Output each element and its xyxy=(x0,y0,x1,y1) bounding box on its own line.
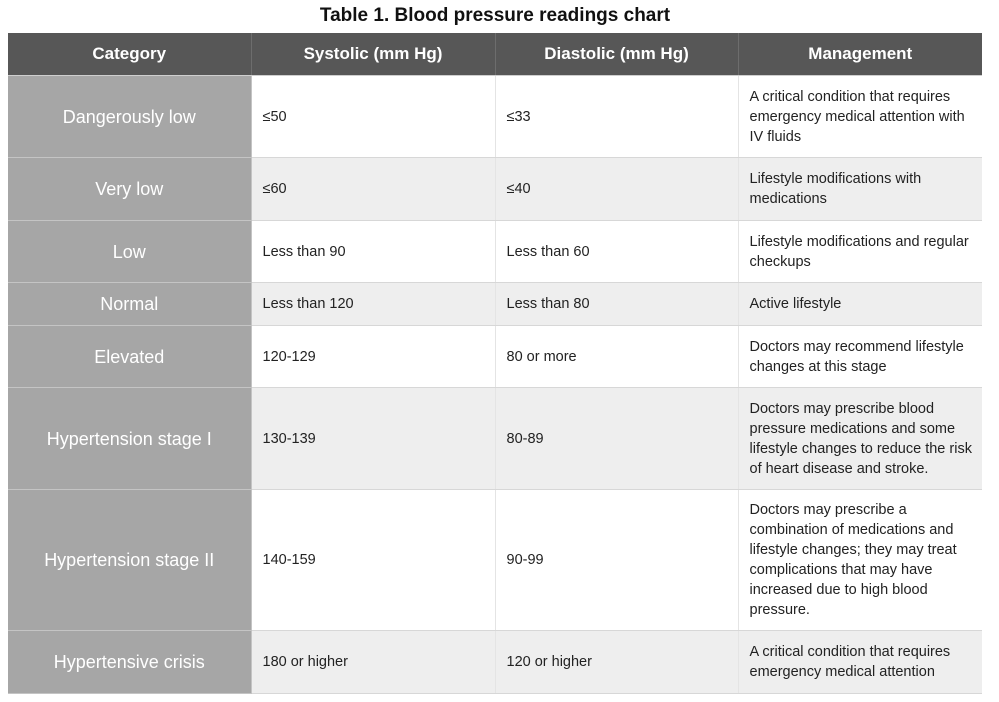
management-cell: Doctors may prescribe blood pressure med… xyxy=(738,387,982,490)
category-cell: Very low xyxy=(8,157,252,221)
management-cell: Doctors may prescribe a combination of m… xyxy=(738,489,982,631)
systolic-cell: Less than 120 xyxy=(251,282,496,326)
header-management: Management xyxy=(738,33,982,76)
category-cell: Normal xyxy=(8,282,252,326)
diastolic-cell: 120 or higher xyxy=(495,630,739,694)
table-row: Hypertensive crisis 180 or higher 120 or… xyxy=(8,630,982,694)
header-diastolic: Diastolic (mm Hg) xyxy=(495,33,739,76)
category-cell: Dangerously low xyxy=(8,75,252,158)
diastolic-cell: ≤33 xyxy=(495,75,739,158)
systolic-cell: 180 or higher xyxy=(251,630,496,694)
systolic-cell: ≤60 xyxy=(251,157,496,221)
management-cell: Lifestyle modifications and regular chec… xyxy=(738,220,982,283)
diastolic-cell: 90-99 xyxy=(495,489,739,631)
management-cell: A critical condition that requires emerg… xyxy=(738,75,982,158)
table-row: Normal Less than 120 Less than 80 Active… xyxy=(8,282,982,326)
table-row: Hypertension stage I 130-139 80-89 Docto… xyxy=(8,387,982,490)
diastolic-cell: Less than 60 xyxy=(495,220,739,283)
table-row: Very low ≤60 ≤40 Lifestyle modifications… xyxy=(8,157,982,221)
systolic-cell: Less than 90 xyxy=(251,220,496,283)
header-systolic: Systolic (mm Hg) xyxy=(251,33,496,76)
header-category: Category xyxy=(8,33,252,76)
category-cell: Elevated xyxy=(8,325,252,388)
management-cell: A critical condition that requires emerg… xyxy=(738,630,982,694)
management-cell: Doctors may recommend lifestyle changes … xyxy=(738,325,982,388)
systolic-cell: 140-159 xyxy=(251,489,496,631)
category-cell: Low xyxy=(8,220,252,283)
diastolic-cell: 80-89 xyxy=(495,387,739,490)
diastolic-cell: 80 or more xyxy=(495,325,739,388)
category-cell: Hypertension stage II xyxy=(8,489,252,631)
diastolic-cell: ≤40 xyxy=(495,157,739,221)
category-cell: Hypertension stage I xyxy=(8,387,252,490)
diastolic-cell: Less than 80 xyxy=(495,282,739,326)
table-header-row: Category Systolic (mm Hg) Diastolic (mm … xyxy=(8,33,982,76)
table-row: Low Less than 90 Less than 60 Lifestyle … xyxy=(8,220,982,283)
table-row: Elevated 120-129 80 or more Doctors may … xyxy=(8,325,982,388)
table-caption: Table 1. Blood pressure readings chart xyxy=(319,5,671,26)
systolic-cell: ≤50 xyxy=(251,75,496,158)
management-cell: Lifestyle modifications with medications xyxy=(738,157,982,221)
table-row: Hypertension stage II 140-159 90-99 Doct… xyxy=(8,489,982,631)
systolic-cell: 120-129 xyxy=(251,325,496,388)
table-row: Dangerously low ≤50 ≤33 A critical condi… xyxy=(8,75,982,158)
category-cell: Hypertensive crisis xyxy=(8,630,252,694)
systolic-cell: 130-139 xyxy=(251,387,496,490)
management-cell: Active lifestyle xyxy=(738,282,982,326)
blood-pressure-table: Category Systolic (mm Hg) Diastolic (mm … xyxy=(8,33,982,694)
